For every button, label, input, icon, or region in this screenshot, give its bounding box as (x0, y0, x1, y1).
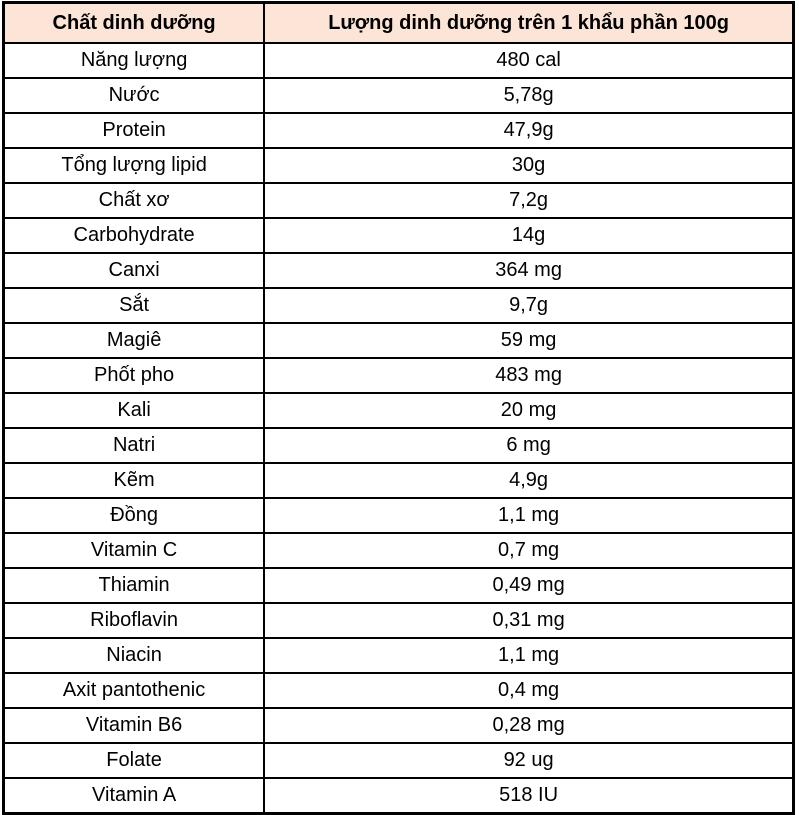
amount-cell: 0,49 mg (263, 567, 795, 604)
amount-cell: 1,1 mg (263, 497, 795, 534)
table-row: Đồng 1,1 mg (2, 497, 795, 534)
nutrient-cell: Niacin (2, 637, 266, 674)
column-header-nutrient: Chất dinh dưỡng (2, 1, 266, 44)
amount-cell: 7,2g (263, 182, 795, 219)
amount-cell: 92 ug (263, 742, 795, 779)
nutrient-cell: Riboflavin (2, 602, 266, 639)
table-row: Phốt pho 483 mg (2, 357, 795, 394)
table-row: Canxi 364 mg (2, 252, 795, 289)
table-row: Vitamin A 518 IU (2, 777, 795, 815)
table-row: Niacin 1,1 mg (2, 637, 795, 674)
table-row: Magiê 59 mg (2, 322, 795, 359)
nutrient-cell: Kali (2, 392, 266, 429)
amount-cell: 0,31 mg (263, 602, 795, 639)
nutrient-cell: Folate (2, 742, 266, 779)
nutrient-cell: Năng lượng (2, 42, 266, 79)
amount-cell: 20 mg (263, 392, 795, 429)
table-row: Riboflavin 0,31 mg (2, 602, 795, 639)
nutrient-cell: Chất xơ (2, 182, 266, 219)
amount-cell: 0,7 mg (263, 532, 795, 569)
amount-cell: 483 mg (263, 357, 795, 394)
table-row: Vitamin C 0,7 mg (2, 532, 795, 569)
amount-cell: 9,7g (263, 287, 795, 324)
amount-cell: 5,78g (263, 77, 795, 114)
nutrient-cell: Canxi (2, 252, 266, 289)
amount-cell: 47,9g (263, 112, 795, 149)
nutrient-cell: Vitamin C (2, 532, 266, 569)
amount-cell: 518 IU (263, 777, 795, 815)
nutrient-cell: Axit pantothenic (2, 672, 266, 709)
nutrient-cell: Carbohydrate (2, 217, 266, 254)
nutrient-cell: Natri (2, 427, 266, 464)
table-row: Tổng lượng lipid 30g (2, 147, 795, 184)
amount-cell: 1,1 mg (263, 637, 795, 674)
table-row: Chất xơ 7,2g (2, 182, 795, 219)
table-row: Vitamin B6 0,28 mg (2, 707, 795, 744)
amount-cell: 480 cal (263, 42, 795, 79)
table-row: Nước 5,78g (2, 77, 795, 114)
nutrient-cell: Thiamin (2, 567, 266, 604)
nutrient-cell: Magiê (2, 322, 266, 359)
amount-cell: 0,4 mg (263, 672, 795, 709)
nutrient-cell: Nước (2, 77, 266, 114)
table-row: Carbohydrate 14g (2, 217, 795, 254)
nutrition-table-head: Chất dinh dưỡng Lượng dinh dưỡng trên 1 … (2, 1, 795, 44)
nutrient-cell: Tổng lượng lipid (2, 147, 266, 184)
table-row: Thiamin 0,49 mg (2, 567, 795, 604)
amount-cell: 59 mg (263, 322, 795, 359)
amount-cell: 14g (263, 217, 795, 254)
amount-cell: 0,28 mg (263, 707, 795, 744)
nutrient-cell: Đồng (2, 497, 266, 534)
column-header-amount: Lượng dinh dưỡng trên 1 khẩu phần 100g (263, 1, 795, 44)
table-row: Natri 6 mg (2, 427, 795, 464)
nutrient-cell: Phốt pho (2, 357, 266, 394)
table-row: Năng lượng 480 cal (2, 42, 795, 79)
nutrient-cell: Kẽm (2, 462, 266, 499)
nutrient-cell: Sắt (2, 287, 266, 324)
table-row: Axit pantothenic 0,4 mg (2, 672, 795, 709)
table-row: Folate 92 ug (2, 742, 795, 779)
nutrient-cell: Protein (2, 112, 266, 149)
table-row: Kẽm 4,9g (2, 462, 795, 499)
amount-cell: 4,9g (263, 462, 795, 499)
table-row: Kali 20 mg (2, 392, 795, 429)
nutrient-cell: Vitamin A (2, 777, 266, 815)
amount-cell: 6 mg (263, 427, 795, 464)
amount-cell: 364 mg (263, 252, 795, 289)
header-row: Chất dinh dưỡng Lượng dinh dưỡng trên 1 … (2, 1, 795, 44)
table-row: Sắt 9,7g (2, 287, 795, 324)
nutrient-cell: Vitamin B6 (2, 707, 266, 744)
nutrition-table-body: Năng lượng 480 cal Nước 5,78g Protein 47,9g Tổ… (2, 42, 795, 815)
amount-cell: 30g (263, 147, 795, 184)
table-row: Protein 47,9g (2, 112, 795, 149)
